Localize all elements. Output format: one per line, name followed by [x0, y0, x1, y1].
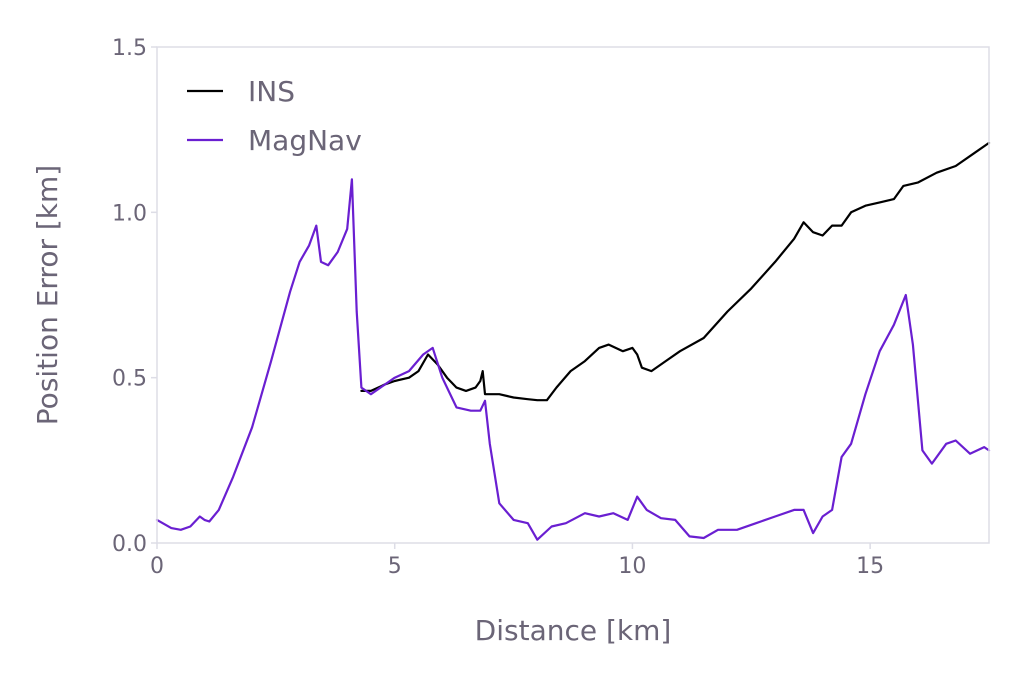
y-tick-label: 0.5: [112, 367, 147, 392]
series-line-ins: [360, 141, 991, 402]
x-axis-title: Distance [km]: [475, 614, 672, 647]
legend: INS MagNav: [187, 75, 362, 157]
x-tick-label: 10: [618, 554, 646, 579]
legend-label-ins: INS: [248, 75, 295, 108]
x-axis: 0 5 10 15: [150, 543, 884, 579]
legend-label-magnav: MagNav: [248, 124, 362, 157]
x-tick-label: 15: [856, 554, 884, 579]
x-tick-label: 5: [388, 554, 402, 579]
y-axis: 0.0 0.5 1.0 1.5: [112, 36, 157, 557]
plot-frame: [156, 46, 990, 544]
plot-area: [155, 141, 991, 541]
y-tick-label: 1.0: [112, 201, 147, 226]
y-tick-label: 1.5: [112, 36, 147, 61]
x-tick-label: 0: [150, 554, 164, 579]
y-axis-title: Position Error [km]: [31, 165, 64, 425]
series-line-magnav: [155, 178, 991, 541]
y-tick-label: 0.0: [112, 532, 147, 557]
